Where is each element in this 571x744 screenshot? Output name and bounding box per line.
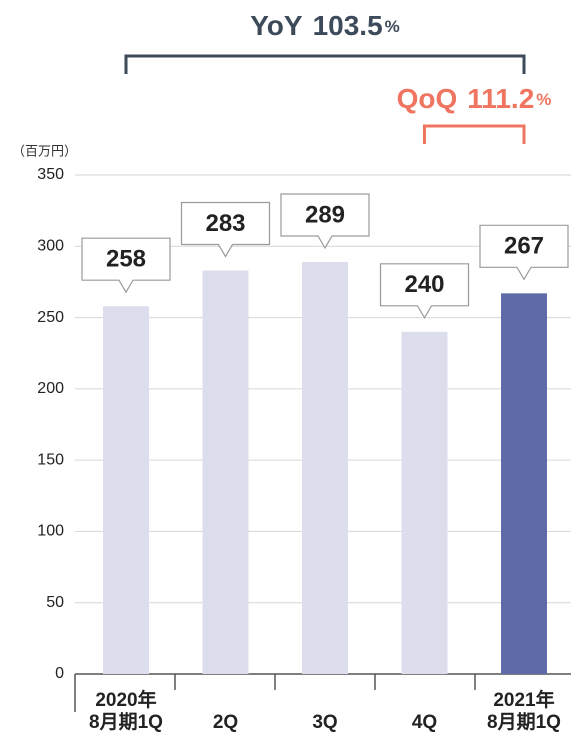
y-tick-label: 350 xyxy=(37,166,64,183)
x-tick-label: 2Q xyxy=(212,712,239,733)
bar xyxy=(501,293,547,674)
y-tick-label: 200 xyxy=(37,380,64,397)
x-tick-label: 4Q xyxy=(411,712,438,733)
value-label: 283 xyxy=(205,210,245,237)
value-label: 240 xyxy=(404,271,444,298)
y-tick-label: 0 xyxy=(55,665,64,682)
x-tick-label: 2020年 8月期1Q xyxy=(89,690,163,733)
bracket xyxy=(423,124,526,144)
callout-box xyxy=(180,201,271,258)
bar xyxy=(103,306,149,674)
callout-box xyxy=(479,224,569,281)
callout-box xyxy=(280,193,370,250)
annotation: YoY 103.5% xyxy=(250,10,400,41)
callout-box xyxy=(379,263,470,320)
x-tick-label: 2021年 8月期1Q xyxy=(487,690,561,733)
annotation-unit: % xyxy=(385,17,400,36)
bar xyxy=(302,261,348,674)
value-label: 289 xyxy=(305,201,345,228)
y-tick-label: 50 xyxy=(46,594,64,611)
annotation-value: 103.5 xyxy=(313,10,383,41)
annotation-value: 111.2 xyxy=(467,83,534,114)
annotation-label: QoQ xyxy=(397,83,458,114)
y-axis-label: （百万円） xyxy=(12,143,77,158)
y-tick-label: 150 xyxy=(37,451,64,468)
bracket xyxy=(124,54,526,74)
y-tick-label: 250 xyxy=(37,309,64,326)
annotation-unit: % xyxy=(536,90,551,109)
bar xyxy=(401,331,448,674)
annotation-label: YoY xyxy=(250,10,303,41)
x-tick-label: 3Q xyxy=(312,712,338,733)
bar xyxy=(202,270,249,674)
callout-box xyxy=(81,237,171,294)
y-tick-label: 100 xyxy=(37,523,64,540)
value-label: 258 xyxy=(106,246,146,273)
value-label: 267 xyxy=(504,233,544,260)
annotation: QoQ 111.2% xyxy=(397,83,552,114)
y-tick-label: 300 xyxy=(37,238,64,255)
